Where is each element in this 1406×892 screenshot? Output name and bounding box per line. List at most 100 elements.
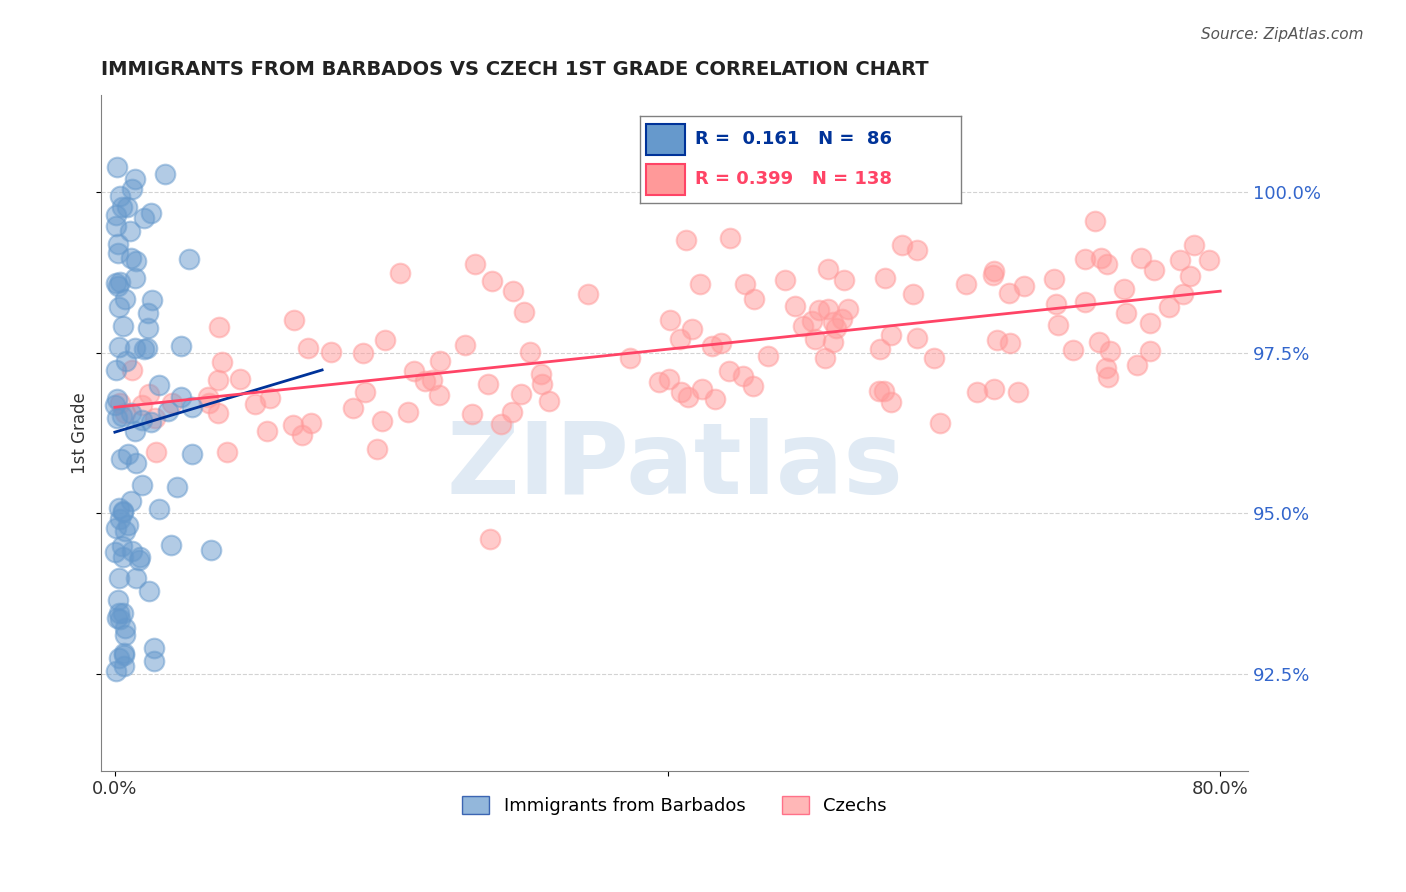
Point (404, 364, 426, 378)
Point (120, 493, 142, 508)
Point (1143, 263, 1166, 277)
Point (281, 418, 304, 433)
Y-axis label: 1st Grade: 1st Grade (72, 392, 89, 474)
Point (114, 621, 136, 635)
Point (111, 409, 134, 423)
Point (374, 334, 396, 348)
Point (148, 502, 170, 516)
Point (105, 411, 128, 425)
Point (110, 396, 132, 410)
Point (529, 367, 551, 381)
Point (1139, 343, 1161, 358)
Point (108, 571, 131, 585)
Text: IMMIGRANTS FROM BARBADOS VS CZECH 1ST GRADE CORRELATION CHART: IMMIGRANTS FROM BARBADOS VS CZECH 1ST GR… (101, 60, 929, 78)
Point (731, 369, 754, 384)
Point (676, 390, 699, 404)
Point (1000, 336, 1022, 351)
Point (388, 266, 411, 280)
Point (211, 354, 233, 368)
Point (107, 278, 129, 293)
Point (342, 401, 364, 416)
Point (955, 277, 977, 291)
Point (734, 277, 756, 292)
Point (104, 521, 127, 535)
Point (983, 268, 1005, 282)
Point (207, 373, 229, 387)
Point (114, 406, 136, 420)
Point (156, 404, 179, 418)
Point (464, 257, 486, 271)
Point (138, 387, 160, 401)
Point (1073, 252, 1095, 266)
Point (922, 351, 945, 365)
Point (823, 315, 845, 329)
Point (112, 606, 135, 620)
Point (1073, 295, 1095, 310)
Point (105, 392, 128, 406)
Point (131, 413, 153, 427)
Point (1046, 318, 1069, 333)
Point (501, 405, 523, 419)
Point (128, 553, 150, 567)
Point (817, 301, 839, 316)
Point (132, 211, 155, 225)
Point (104, 219, 127, 233)
Point (108, 612, 131, 626)
Point (143, 654, 166, 668)
Point (477, 376, 499, 391)
Point (717, 364, 740, 378)
Point (114, 524, 136, 538)
Point (648, 376, 671, 390)
Point (111, 549, 134, 564)
Point (420, 373, 443, 387)
Point (121, 363, 143, 377)
Point (891, 238, 914, 252)
Point (153, 167, 176, 181)
Point (108, 512, 131, 526)
Point (710, 336, 733, 351)
Point (429, 387, 451, 401)
Point (132, 342, 155, 356)
Point (817, 262, 839, 277)
Point (111, 539, 134, 553)
Point (121, 544, 143, 558)
Point (259, 391, 281, 405)
Point (1159, 300, 1181, 314)
Point (166, 480, 188, 494)
Point (461, 407, 484, 421)
Point (675, 233, 697, 247)
Point (299, 416, 322, 430)
Point (1099, 344, 1122, 359)
Point (108, 500, 131, 515)
Point (741, 379, 763, 393)
Point (181, 401, 204, 415)
Point (107, 237, 129, 252)
Point (875, 271, 897, 285)
Point (125, 456, 148, 470)
Point (112, 658, 135, 673)
Point (198, 396, 221, 410)
Point (124, 253, 146, 268)
Point (669, 332, 692, 346)
Point (1090, 251, 1112, 265)
Point (1114, 282, 1136, 296)
Point (1180, 268, 1202, 283)
Point (986, 333, 1008, 347)
Point (1115, 306, 1137, 320)
Point (371, 414, 394, 428)
Text: ZIPatlas: ZIPatlas (446, 418, 903, 516)
Point (245, 397, 267, 411)
Point (742, 292, 765, 306)
Point (868, 384, 890, 398)
Point (396, 405, 419, 419)
Point (1168, 253, 1191, 268)
Point (208, 319, 231, 334)
Point (905, 331, 928, 345)
Point (229, 372, 252, 386)
Point (105, 610, 128, 624)
Point (108, 189, 131, 203)
Point (531, 376, 554, 391)
Point (1198, 252, 1220, 267)
Point (873, 384, 896, 398)
Point (181, 447, 204, 461)
